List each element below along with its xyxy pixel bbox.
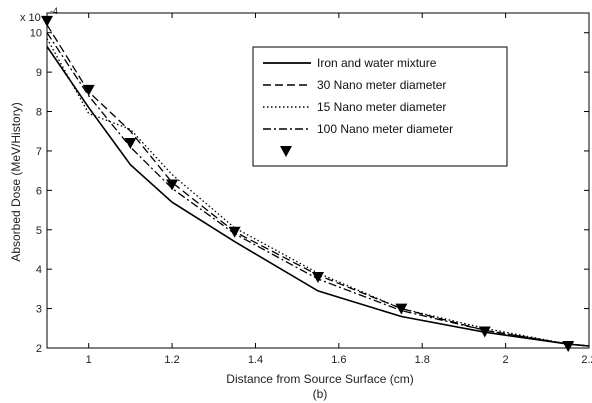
x-tick-label: 1.4: [248, 354, 263, 366]
legend-label: 30 Nano meter diameter: [317, 78, 446, 92]
series-markers: [41, 15, 575, 353]
y-axis-label: Absorbed Dose (MeV/History): [9, 102, 23, 261]
y-tick-label: 6: [36, 185, 42, 197]
legend-label: Iron and water mixture: [317, 56, 437, 70]
y-tick-label: 3: [36, 304, 42, 316]
series-lines: [46, 24, 590, 347]
data-marker: [124, 138, 137, 150]
series-line-dashdot: [46, 32, 590, 347]
x-axis-label: Distance from Source Surface (cm): [226, 372, 413, 386]
data-marker: [41, 15, 53, 27]
x-ticks: 1 1.2 1.4 1.6 1.8 2 2.2: [86, 13, 592, 366]
y-tick-label: 8: [36, 107, 42, 119]
data-marker: [166, 179, 179, 191]
series-line-dashed: [46, 24, 590, 347]
y-tick-label: 2: [36, 343, 42, 355]
data-marker: [562, 341, 575, 353]
legend-label: 100 Nano meter diameter: [317, 122, 453, 136]
data-marker: [395, 303, 408, 315]
x-tick-label: 2.2: [581, 354, 592, 366]
data-marker: [312, 272, 324, 284]
legend: Iron and water mixture 30 Nano meter diam…: [252, 46, 508, 167]
legend-label: 15 Nano meter diameter: [317, 100, 446, 114]
data-marker: [478, 326, 491, 338]
x-tick-label: 2: [503, 354, 509, 366]
x-tick-label: 1.2: [164, 354, 179, 366]
y-exponent-power: -4: [50, 6, 58, 16]
data-marker: [228, 226, 241, 238]
y-tick-label: 5: [36, 225, 42, 237]
y-tick-label: 7: [36, 146, 42, 158]
legend-marker-icon: [280, 146, 292, 157]
x-tick-label: 1.6: [331, 354, 346, 366]
data-marker: [82, 84, 95, 96]
y-ticks: 2 3 4 5 6 7 8 9 10: [30, 28, 589, 355]
y-tick-label: 9: [36, 67, 42, 79]
y-tick-label: 10: [30, 28, 42, 40]
caption: (b): [313, 387, 328, 401]
x-tick-label: 1: [86, 354, 92, 366]
series-line-solid: [46, 46, 590, 347]
x-tick-label: 1.8: [415, 354, 430, 366]
y-tick-label: 4: [36, 264, 42, 276]
y-exponent-base: x 10: [20, 12, 41, 24]
